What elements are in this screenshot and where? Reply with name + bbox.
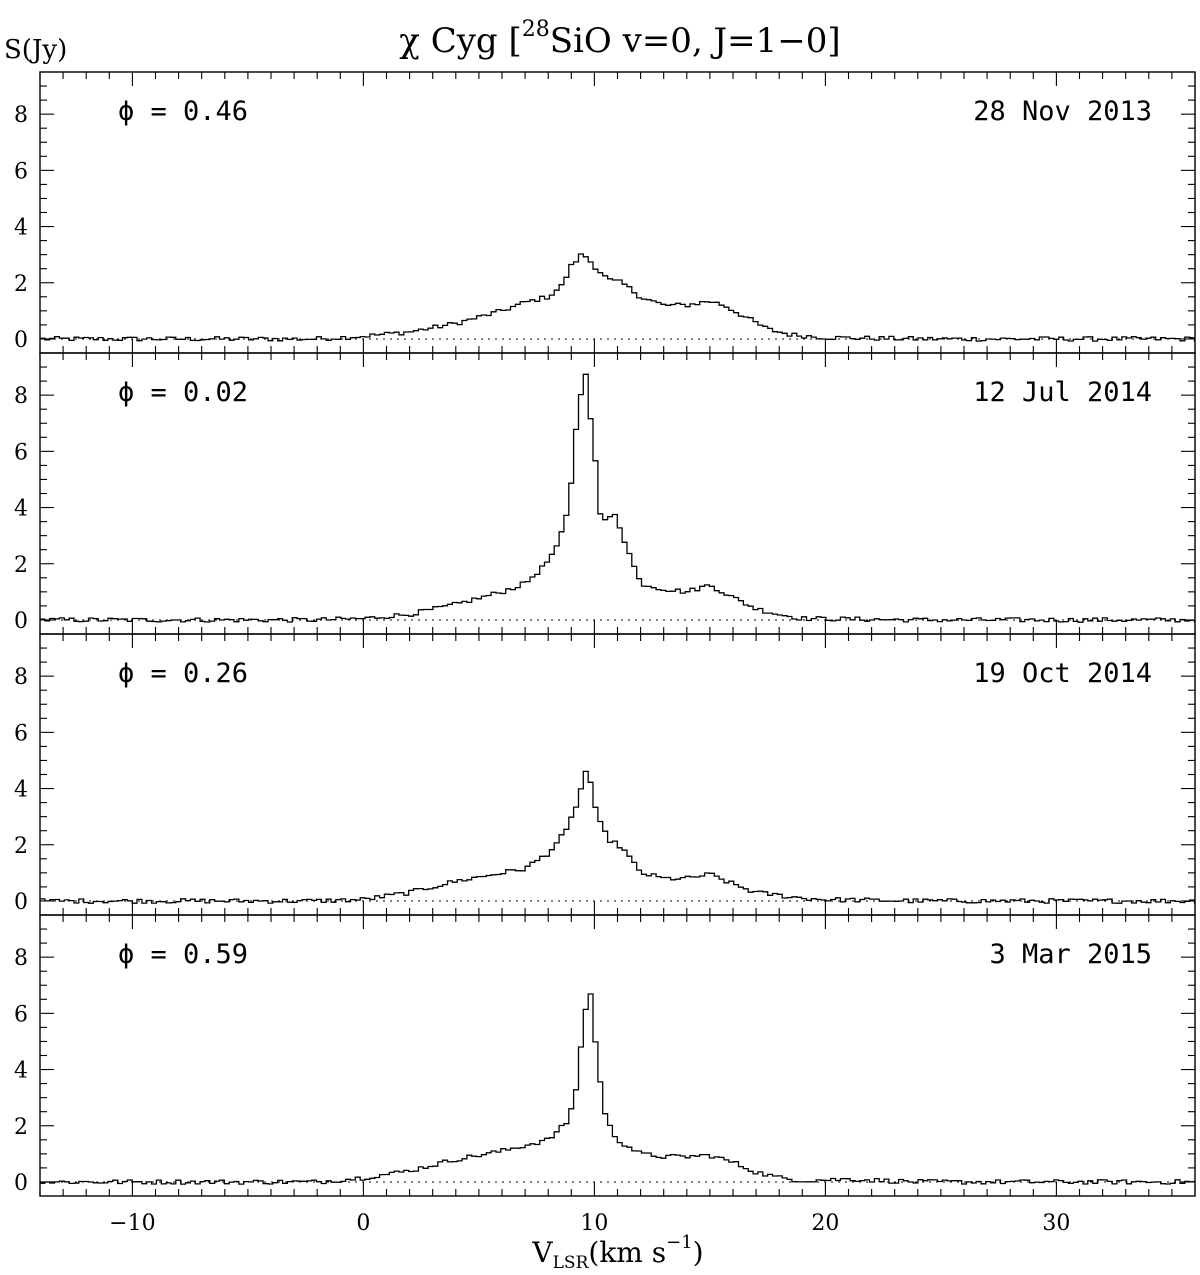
chart-title: χ Cyg [28SiO v=0, J=1−0]: [399, 17, 840, 61]
y-tick-label: 8: [14, 946, 28, 971]
y-tick-label: 0: [14, 609, 28, 634]
x-tick-label: −10: [109, 1211, 155, 1236]
y-tick-label: 6: [14, 440, 28, 465]
panels-group: 0 2 4 6 8 ϕ = 0.46 28 Nov 2013 0 2 4 6 8 ϕ = 0.02 12 …: [14, 71, 1196, 1236]
y-axis-label: S(Jy): [4, 35, 67, 65]
y-tick-label: 6: [14, 1002, 28, 1027]
y-tick-label: 4: [14, 497, 28, 522]
panel-1: 0 2 4 6 8 ϕ = 0.46 28 Nov 2013: [14, 71, 1196, 354]
date-label: 12 Jul 2014: [973, 377, 1152, 408]
y-tick-label: 8: [14, 665, 28, 690]
spectrum-line: [40, 253, 1196, 342]
y-tick-label: 2: [14, 834, 28, 859]
x-tick-label: 10: [580, 1211, 608, 1236]
y-tick-label: 2: [14, 1115, 28, 1140]
date-label: 28 Nov 2013: [973, 96, 1152, 127]
x-tick-label: 20: [811, 1211, 839, 1236]
y-tick-label: 2: [14, 272, 28, 297]
y-tick-label: 6: [14, 159, 28, 184]
x-tick-label: 0: [356, 1211, 370, 1236]
panel-2: 0 2 4 6 8 ϕ = 0.02 12 Jul 2014: [14, 352, 1196, 635]
y-tick-label: 0: [14, 890, 28, 915]
x-axis-label: VLSR(km s−1): [531, 1232, 703, 1273]
spectrum-line: [40, 993, 1196, 1185]
phase-label: ϕ = 0.26: [118, 658, 248, 689]
y-tick-label: 0: [14, 328, 28, 353]
panel-4: 0 2 4 6 8 ϕ = 0.59 3 Mar 2015: [14, 914, 1196, 1197]
y-tick-label: 8: [14, 384, 28, 409]
spectrum-line: [40, 373, 1196, 623]
spectrum-line: [40, 770, 1196, 904]
y-tick-label: 2: [14, 553, 28, 578]
date-label: 19 Oct 2014: [973, 658, 1152, 689]
y-tick-label: 4: [14, 216, 28, 241]
y-tick-label: 6: [14, 721, 28, 746]
y-tick-label: 4: [14, 778, 28, 803]
panel-3: 0 2 4 6 8 ϕ = 0.26 19 Oct 2014: [14, 633, 1196, 916]
y-tick-label: 8: [14, 103, 28, 128]
y-tick-label: 4: [14, 1059, 28, 1084]
date-label: 3 Mar 2015: [989, 939, 1152, 970]
x-tick-label: 30: [1042, 1211, 1070, 1236]
phase-label: ϕ = 0.59: [118, 939, 248, 970]
phase-label: ϕ = 0.46: [118, 96, 248, 127]
y-tick-label: 0: [14, 1171, 28, 1196]
phase-label: ϕ = 0.02: [118, 377, 248, 408]
